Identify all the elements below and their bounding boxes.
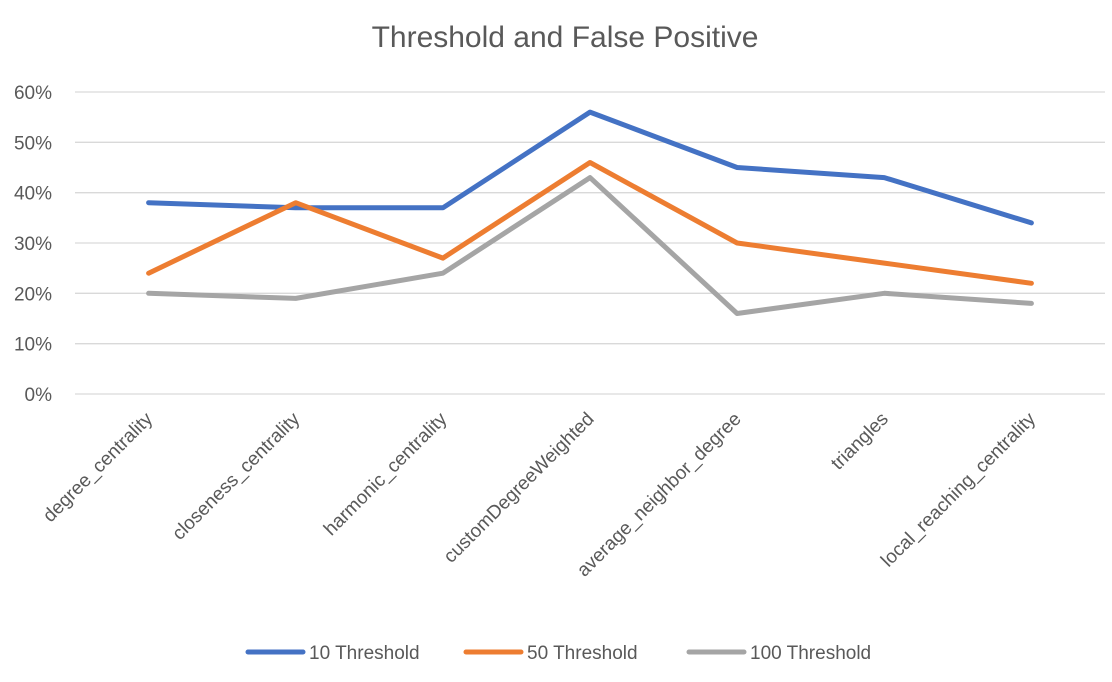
y-tick-label: 10% (14, 335, 52, 356)
y-tick-label: 20% (14, 284, 52, 305)
y-tick-label: 60% (14, 83, 52, 104)
series-line-1 (146, 109, 1034, 226)
x-tick-label: local_reaching_centrality (877, 408, 1040, 571)
y-axis-ticks: 0% 10% 20% 30% 40% 50% 60% (14, 83, 52, 406)
y-tick-label: 50% (14, 133, 52, 154)
x-tick-label: customDegreeWeighted (440, 409, 599, 568)
x-tick-label: harmonic_centrality (320, 408, 452, 540)
chart-title: Threshold and False Positive (372, 21, 759, 54)
x-tick-label: degree_centrality (39, 408, 157, 526)
y-tick-label: 0% (25, 385, 53, 406)
x-axis-ticks: degree_centrality closeness_centrality har… (39, 408, 1040, 581)
x-tick-label: average_neighbor_degree (573, 409, 745, 581)
y-tick-label: 40% (14, 184, 52, 205)
x-tick-label: triangles (827, 409, 893, 475)
series-line-3 (146, 175, 1034, 316)
legend-label: 100 Threshold (750, 643, 871, 664)
y-tick-label: 30% (14, 234, 52, 255)
gridlines (75, 91, 1105, 395)
series-lines (146, 109, 1034, 316)
legend-item: 10 Threshold (245, 643, 420, 664)
legend: 10 Threshold 50 Threshold 100 Threshold (245, 643, 871, 664)
legend-item: 50 Threshold (463, 643, 638, 664)
x-tick-label: closeness_centrality (168, 408, 304, 544)
legend-label: 50 Threshold (527, 643, 638, 664)
series-line-2 (146, 160, 1034, 286)
legend-item: 100 Threshold (686, 643, 871, 664)
legend-label: 10 Threshold (309, 643, 420, 664)
